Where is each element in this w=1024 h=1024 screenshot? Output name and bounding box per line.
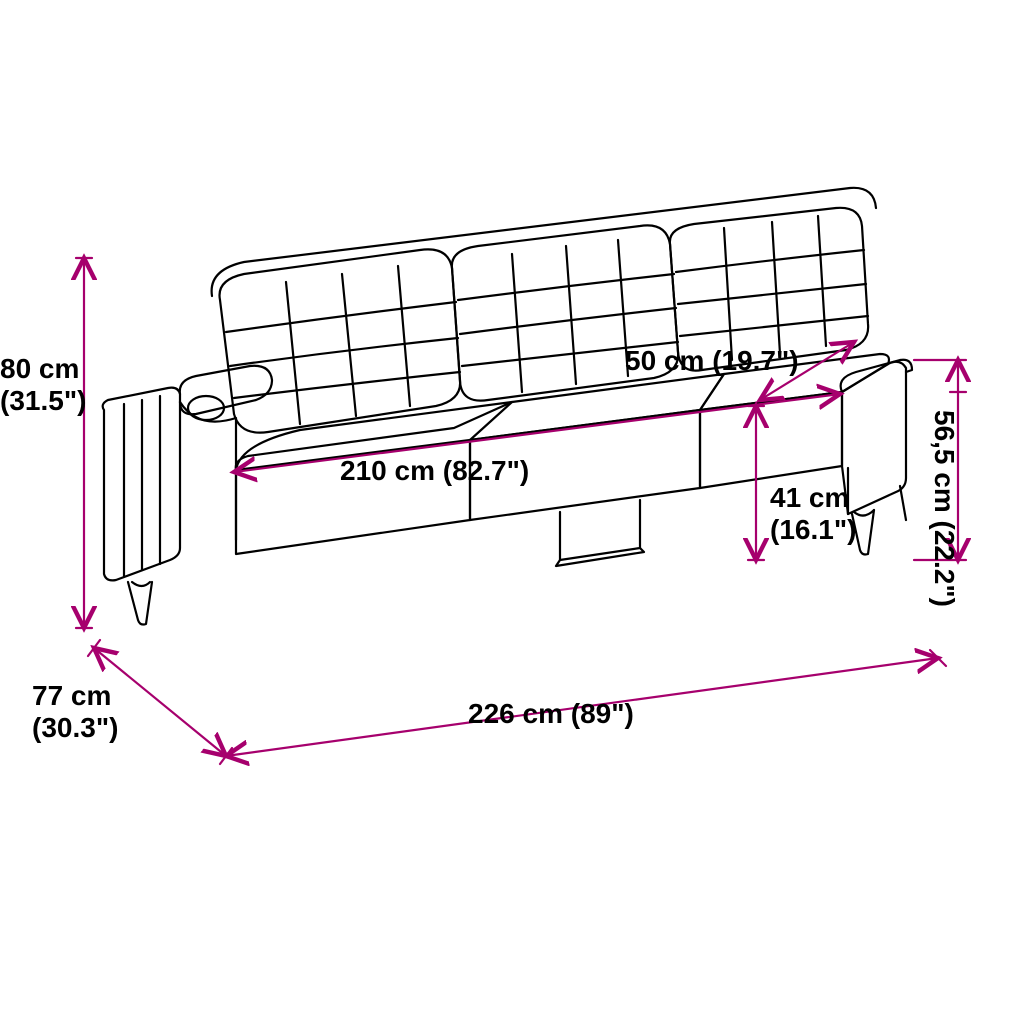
label-height-total-in: (31.5") [0, 385, 86, 416]
label-height-total: 80 cm (31.5") [0, 353, 86, 417]
label-seat-width-in: (82.7") [443, 455, 529, 486]
label-seat-height-in: (16.1") [770, 514, 856, 545]
label-seat-depth-in: (19.7") [712, 345, 798, 376]
label-width-total: 226 cm (89") [468, 698, 634, 730]
label-height-total-cm: 80 cm [0, 353, 79, 384]
label-arm-height-in: (22.2") [929, 521, 960, 607]
sofa-outline [103, 188, 912, 625]
label-depth-total-cm: 77 cm [32, 680, 111, 711]
label-width-total-cm: 226 cm [468, 698, 563, 729]
label-width-total-in: (89") [571, 698, 634, 729]
label-arm-height-cm: 56,5 cm [929, 410, 960, 513]
label-seat-width-cm: 210 cm [340, 455, 435, 486]
label-seat-depth: 50 cm (19.7") [625, 345, 799, 377]
label-seat-height-cm: 41 cm [770, 482, 849, 513]
label-seat-depth-cm: 50 cm [625, 345, 704, 376]
label-depth-total-in: (30.3") [32, 712, 118, 743]
sofa-dimension-drawing [0, 0, 1024, 1024]
label-arm-height: 56,5 cm (22.2") [928, 410, 960, 607]
label-depth-total: 77 cm (30.3") [32, 680, 118, 744]
label-seat-height: 41 cm (16.1") [770, 482, 856, 546]
label-seat-width: 210 cm (82.7") [340, 455, 529, 487]
